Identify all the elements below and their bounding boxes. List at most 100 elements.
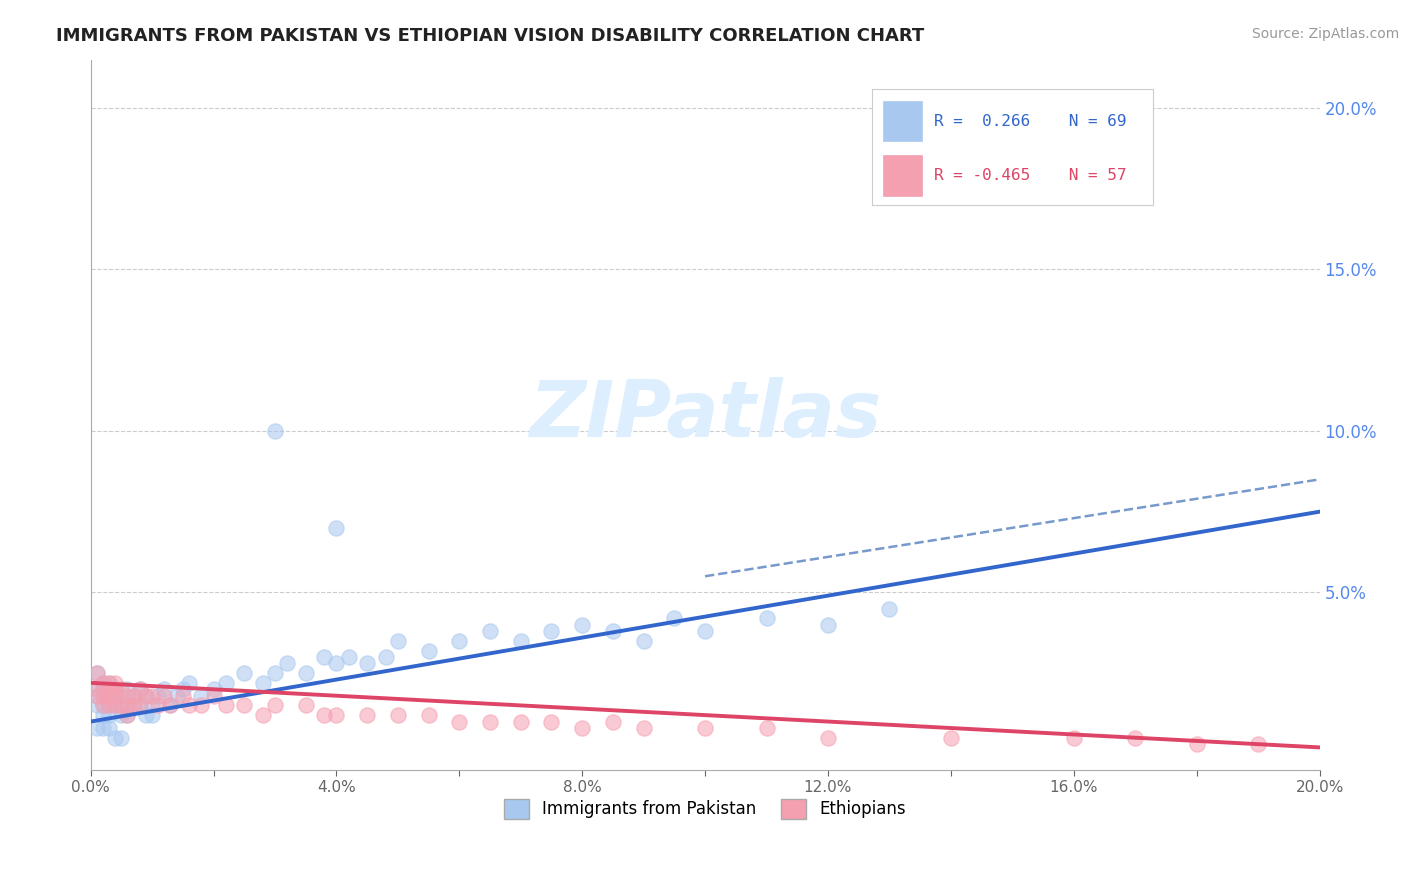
Text: R = -0.465    N = 57: R = -0.465 N = 57 (934, 168, 1126, 183)
Point (110, 682, 132, 697)
Point (817, 617, 839, 632)
Point (98, 675, 121, 690)
Point (91, 708, 114, 723)
Point (177, 698, 200, 713)
Point (98, 708, 121, 723)
Point (86, 689, 108, 703)
Point (294, 698, 316, 713)
Point (122, 698, 145, 713)
Point (91, 721, 114, 735)
Point (276, 657, 298, 671)
Point (479, 714, 502, 729)
Point (190, 698, 212, 713)
Point (104, 698, 127, 713)
Point (509, 633, 531, 648)
Point (233, 666, 256, 681)
Point (540, 714, 562, 729)
Point (314, 708, 336, 723)
Point (110, 698, 132, 713)
Point (98, 682, 121, 697)
Point (86, 682, 108, 697)
Point (264, 666, 287, 681)
Point (356, 657, 378, 671)
Point (1063, 731, 1085, 745)
Point (387, 633, 409, 648)
Point (879, 601, 901, 615)
Point (153, 689, 176, 703)
Point (172, 682, 194, 697)
Point (664, 611, 686, 625)
Point (104, 689, 127, 703)
Point (571, 721, 593, 735)
Point (110, 689, 132, 703)
Point (252, 708, 274, 723)
Point (128, 682, 150, 697)
Point (86, 666, 108, 681)
Point (190, 689, 212, 703)
Point (117, 682, 139, 697)
Point (117, 698, 139, 713)
Text: ZIPatlas: ZIPatlas (529, 376, 882, 453)
Point (104, 698, 127, 713)
Point (86, 689, 108, 703)
Point (91, 689, 114, 703)
Point (602, 714, 624, 729)
Point (387, 708, 409, 723)
Point (449, 714, 471, 729)
Point (104, 682, 127, 697)
Point (449, 633, 471, 648)
Point (166, 689, 188, 703)
Point (233, 698, 256, 713)
Text: R =  0.266    N = 69: R = 0.266 N = 69 (934, 113, 1126, 128)
Point (86, 682, 108, 697)
Point (939, 731, 962, 745)
Point (325, 657, 347, 671)
Point (159, 698, 181, 713)
Point (252, 675, 274, 690)
Point (117, 698, 139, 713)
Point (98, 689, 121, 703)
Point (91, 698, 114, 713)
Point (117, 708, 139, 723)
Point (755, 611, 778, 625)
Point (264, 424, 287, 438)
Bar (883, 155, 922, 196)
Point (135, 689, 157, 703)
Point (479, 624, 502, 639)
Point (141, 689, 163, 703)
Text: Source: ZipAtlas.com: Source: ZipAtlas.com (1251, 27, 1399, 41)
Point (141, 698, 163, 713)
Point (817, 731, 839, 745)
Point (86, 721, 108, 735)
Point (104, 689, 127, 703)
Point (1247, 737, 1270, 751)
Point (264, 698, 287, 713)
Point (602, 624, 624, 639)
Point (135, 689, 157, 703)
Point (172, 689, 194, 703)
Point (693, 721, 716, 735)
Point (98, 698, 121, 713)
Point (104, 682, 127, 697)
Point (202, 682, 225, 697)
Point (177, 675, 200, 690)
Point (571, 617, 593, 632)
Point (148, 698, 170, 713)
Point (91, 675, 114, 690)
Point (110, 698, 132, 713)
Point (215, 698, 238, 713)
Point (418, 708, 440, 723)
Point (91, 698, 114, 713)
Point (153, 682, 176, 697)
Point (148, 689, 170, 703)
Text: IMMIGRANTS FROM PAKISTAN VS ETHIOPIAN VISION DISABILITY CORRELATION CHART: IMMIGRANTS FROM PAKISTAN VS ETHIOPIAN VI… (56, 27, 925, 45)
Point (755, 721, 778, 735)
Point (122, 689, 145, 703)
Point (294, 666, 316, 681)
Point (1185, 737, 1208, 751)
Point (122, 698, 145, 713)
Point (122, 689, 145, 703)
Point (202, 689, 225, 703)
Point (117, 689, 139, 703)
Point (540, 624, 562, 639)
